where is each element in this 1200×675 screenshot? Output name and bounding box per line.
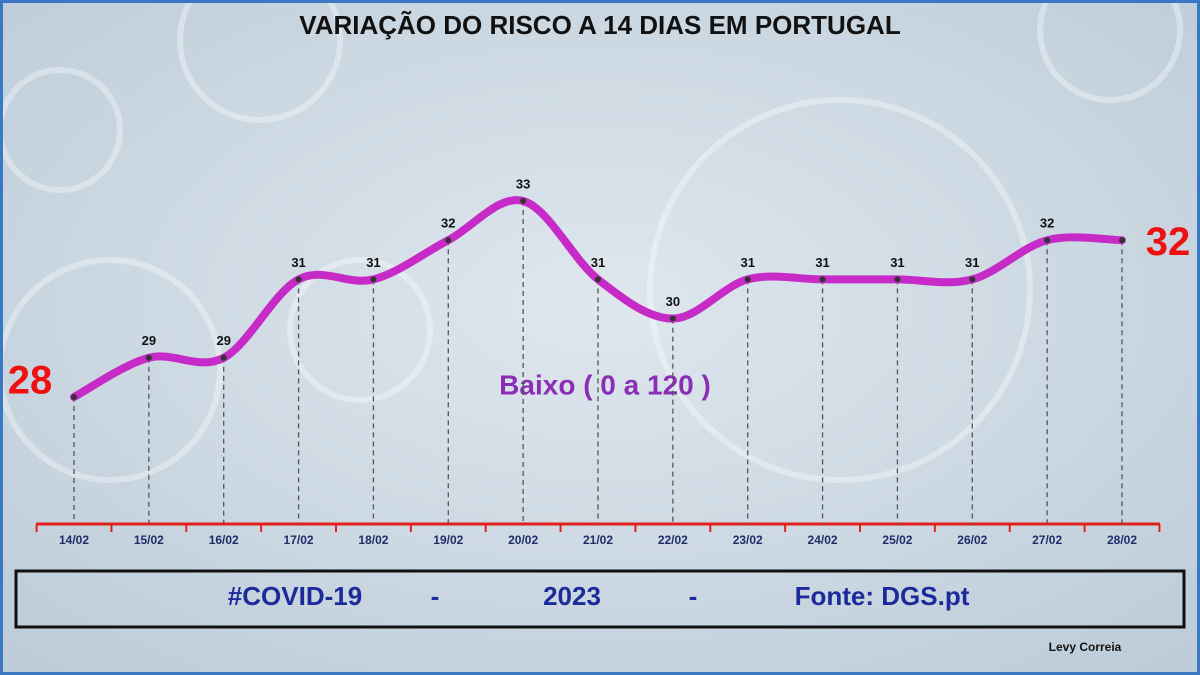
- point: [520, 198, 527, 204]
- value-label: 31: [965, 255, 979, 270]
- x-tick-label: 19/02: [433, 533, 463, 547]
- point: [1044, 237, 1051, 244]
- footer-text: 2023: [543, 581, 601, 611]
- point: [370, 276, 377, 283]
- line: [70, 196, 1126, 401]
- point: [744, 276, 751, 283]
- value-label: 31: [366, 255, 380, 270]
- point: [819, 276, 826, 283]
- value-label: 32: [441, 216, 455, 231]
- x-tick-label: 15/02: [134, 533, 164, 547]
- x-tick-label: 18/02: [358, 533, 388, 547]
- value-label: 31: [291, 255, 305, 270]
- point: [1119, 237, 1125, 244]
- point: [969, 276, 976, 283]
- footer-box: [14, 569, 1186, 629]
- point: [220, 354, 227, 361]
- annotation: Baixo ( 0 a 120 ): [499, 369, 711, 400]
- x-tick-label: 14/02: [59, 533, 89, 547]
- chart-title: VARIAÇÃO DO RISCO A 14 DIAS EM PORTUGAL: [299, 10, 901, 40]
- point: [894, 276, 901, 283]
- point: [595, 276, 601, 283]
- value-label: 32: [1040, 216, 1054, 231]
- author: Levy Correia: [1049, 640, 1122, 654]
- value-label: 31: [815, 255, 829, 270]
- x-tick-label: 16/02: [209, 533, 239, 547]
- footer-text: Fonte: DGS.pt: [795, 581, 970, 611]
- value-label: 28: [8, 359, 53, 403]
- footer-text: #COVID-19: [228, 581, 362, 611]
- x-tick-label: 23/02: [733, 533, 763, 547]
- x-tick-label: 27/02: [1032, 533, 1062, 547]
- footer-text: -: [689, 581, 698, 611]
- point: [669, 315, 676, 322]
- value-label: 31: [890, 255, 904, 270]
- x-tick-label: 21/02: [583, 533, 613, 547]
- point: [445, 237, 452, 244]
- x-tick-label: 26/02: [957, 533, 987, 547]
- x-tick-label: 17/02: [284, 533, 314, 547]
- value-label: 29: [216, 333, 230, 348]
- value-label: 29: [142, 333, 156, 348]
- point: [295, 276, 302, 283]
- x-tick-label: 28/02: [1107, 533, 1137, 547]
- decoration: [0, 0, 1180, 480]
- value-label: 32: [1146, 220, 1191, 264]
- footer-text: -: [431, 581, 440, 611]
- x-tick-label: 24/02: [808, 533, 838, 547]
- x-tick-label: 25/02: [882, 533, 912, 547]
- value-label: 31: [591, 255, 605, 270]
- x-tick-label: 22/02: [658, 533, 688, 547]
- point: [71, 394, 77, 400]
- x-tick-label: 20/02: [508, 533, 538, 547]
- point: [145, 354, 152, 361]
- value-label: 33: [516, 176, 530, 191]
- value-label: 30: [666, 294, 680, 309]
- value-label: 31: [740, 255, 754, 270]
